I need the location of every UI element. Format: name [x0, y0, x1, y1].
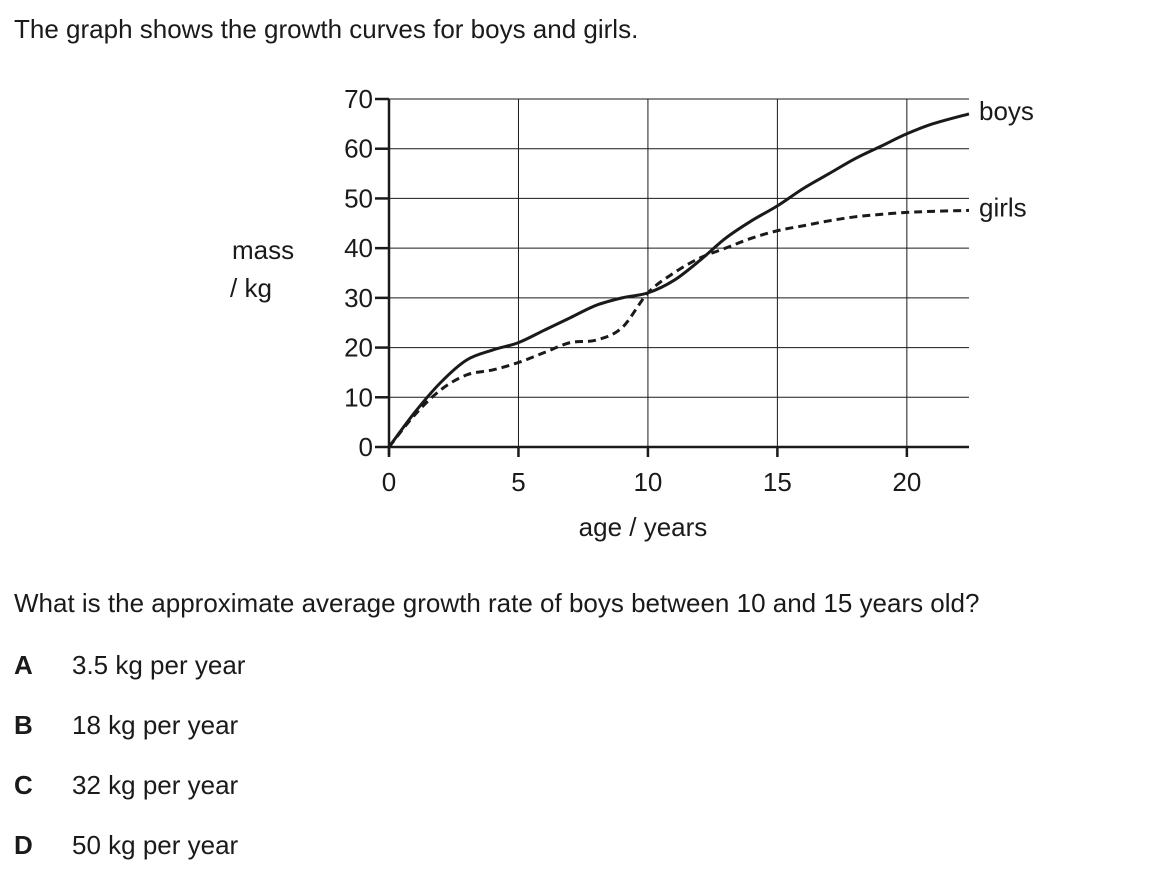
option-d[interactable]: D 50 kg per year [14, 830, 245, 890]
option-a-text: 3.5 kg per year [72, 650, 246, 680]
y-tick-label-20: 20 [344, 333, 373, 363]
answer-options: A 3.5 kg per year B 18 kg per year C 32 … [14, 650, 245, 890]
series-line-boys [387, 112, 970, 448]
growth-chart: 0 10 20 30 40 50 60 70 0 5 10 15 20 age / years mass / … [230, 84, 1034, 542]
y-tick-label-40: 40 [344, 233, 373, 263]
y-tick-label-30: 30 [344, 283, 373, 313]
option-a-letter: A [14, 650, 33, 680]
x-tick-label-15: 15 [763, 467, 792, 497]
y-tick-label-70: 70 [344, 84, 373, 114]
option-b-text: 18 kg per year [72, 710, 239, 740]
x-tick-label-20: 20 [892, 467, 921, 497]
x-tick-label-10: 10 [633, 467, 662, 497]
series-label-girls: girls [979, 192, 1027, 222]
y-tick-label-0: 0 [359, 432, 373, 462]
intro-text: The graph shows the growth curves for bo… [14, 14, 639, 44]
question-text: What is the approximate average growth r… [14, 588, 980, 618]
series-line-girls [387, 208, 970, 448]
option-d-text: 50 kg per year [72, 830, 239, 860]
option-b-letter: B [14, 710, 33, 740]
x-axis-label: age / years [579, 512, 708, 542]
y-axis-label-line-2: / kg [230, 273, 272, 303]
option-c-text: 32 kg per year [72, 770, 239, 800]
option-a[interactable]: A 3.5 kg per year [14, 650, 245, 710]
option-d-letter: D [14, 830, 33, 860]
series-label-boys: boys [979, 96, 1034, 126]
option-c[interactable]: C 32 kg per year [14, 770, 245, 830]
option-c-letter: C [14, 770, 33, 800]
x-tick-label-5: 5 [511, 467, 525, 497]
y-tick-label-60: 60 [344, 134, 373, 164]
y-tick-label-50: 50 [344, 183, 373, 213]
x-tick-label-0: 0 [382, 467, 396, 497]
option-b[interactable]: B 18 kg per year [14, 710, 245, 770]
y-axis-label-line-1: mass [232, 235, 294, 265]
y-tick-label-10: 10 [344, 382, 373, 412]
